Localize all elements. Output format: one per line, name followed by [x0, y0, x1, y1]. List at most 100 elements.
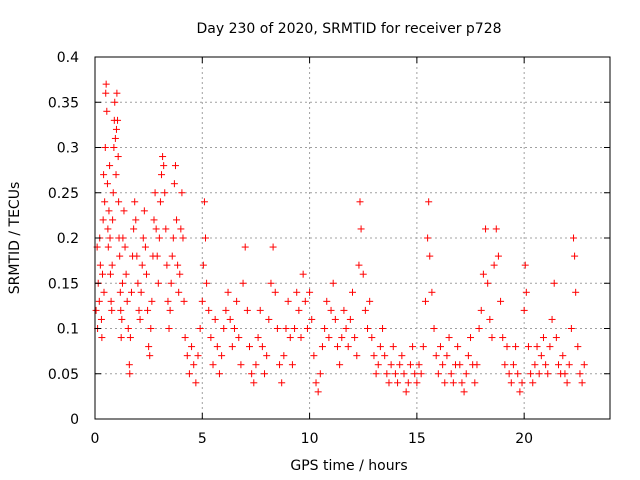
data-point [475, 325, 483, 332]
data-point [291, 325, 299, 332]
data-point [479, 270, 487, 278]
data-point [514, 370, 522, 378]
data-point [336, 361, 344, 369]
data-point [552, 334, 560, 342]
tick-labels: 0 5 10 15 20 0 0.05 0.1 0.15 0.2 0.25 0.3 0.35 0.4 [48, 50, 533, 447]
data-point [246, 343, 253, 351]
data-point [154, 279, 162, 287]
data-point [106, 162, 114, 170]
data-point [321, 325, 329, 332]
data-point [114, 116, 122, 124]
data-point [368, 334, 376, 342]
data-point [353, 352, 361, 360]
data-point [222, 306, 230, 314]
data-point [127, 288, 135, 296]
data-point [151, 189, 159, 197]
data-point [531, 361, 539, 369]
data-point [374, 361, 382, 369]
data-point [383, 370, 391, 378]
data-point [199, 261, 207, 269]
data-point [273, 325, 281, 332]
data-point [202, 234, 210, 242]
data-point [194, 352, 202, 360]
data-point [398, 352, 406, 360]
data-point [224, 288, 232, 296]
data-point [409, 343, 417, 351]
data-point [163, 261, 171, 269]
data-point [331, 315, 339, 323]
data-point [364, 325, 372, 332]
data-point [263, 352, 271, 360]
data-point [464, 352, 472, 360]
data-point [527, 370, 535, 378]
data-point [477, 306, 485, 314]
data-point [254, 334, 262, 342]
data-point [389, 343, 397, 351]
data-point [99, 216, 107, 224]
data-point [248, 370, 256, 378]
data-point [372, 370, 380, 378]
data-point [175, 288, 183, 296]
data-point [355, 261, 363, 269]
data-point [126, 370, 134, 378]
data-point [471, 379, 479, 387]
data-point [533, 343, 541, 351]
data-point [230, 325, 238, 332]
data-point [276, 361, 284, 369]
data-point [542, 361, 550, 369]
data-point [312, 379, 320, 387]
data-point [111, 98, 119, 106]
data-point [164, 297, 172, 305]
data-point [565, 361, 573, 369]
data-point [256, 306, 264, 314]
data-point [134, 279, 142, 287]
data-point [316, 370, 324, 378]
data-points [92, 80, 588, 396]
data-point [550, 279, 558, 287]
data-point [130, 225, 138, 233]
data-point [207, 334, 215, 342]
data-point [539, 334, 547, 342]
data-point [288, 361, 296, 369]
data-point [441, 379, 449, 387]
data-point [118, 315, 126, 323]
data-point [271, 288, 279, 296]
data-point [497, 297, 505, 305]
data-point [385, 379, 393, 387]
data-point [509, 361, 517, 369]
chart-title: Day 230 of 2020, SRMTID for receiver p72… [196, 21, 501, 37]
data-point [102, 80, 110, 88]
data-point [303, 325, 311, 332]
data-point [205, 306, 213, 314]
data-point [454, 343, 462, 351]
data-point [297, 334, 305, 342]
data-point [563, 379, 571, 387]
data-point [165, 325, 173, 332]
data-point [537, 352, 545, 360]
data-point [215, 370, 223, 378]
data-point [314, 388, 322, 396]
data-point [117, 334, 125, 342]
data-point [143, 270, 150, 278]
y-tick-label: 0.2 [57, 231, 79, 247]
data-point [111, 134, 119, 142]
y-tick-label: 0 [70, 412, 79, 428]
data-point [121, 243, 129, 251]
data-point [196, 325, 204, 332]
data-point [188, 343, 196, 351]
data-point [107, 297, 115, 305]
data-point [178, 189, 186, 197]
data-point [116, 252, 124, 260]
data-point [280, 352, 288, 360]
data-point [106, 234, 114, 242]
data-point [243, 306, 251, 314]
data-point [284, 297, 292, 305]
data-point [174, 261, 182, 269]
data-point [124, 325, 132, 332]
data-point [258, 343, 266, 351]
data-point [115, 198, 123, 206]
data-point [114, 153, 122, 161]
data-point [168, 252, 176, 260]
data-point [122, 270, 130, 278]
data-point [267, 279, 275, 287]
